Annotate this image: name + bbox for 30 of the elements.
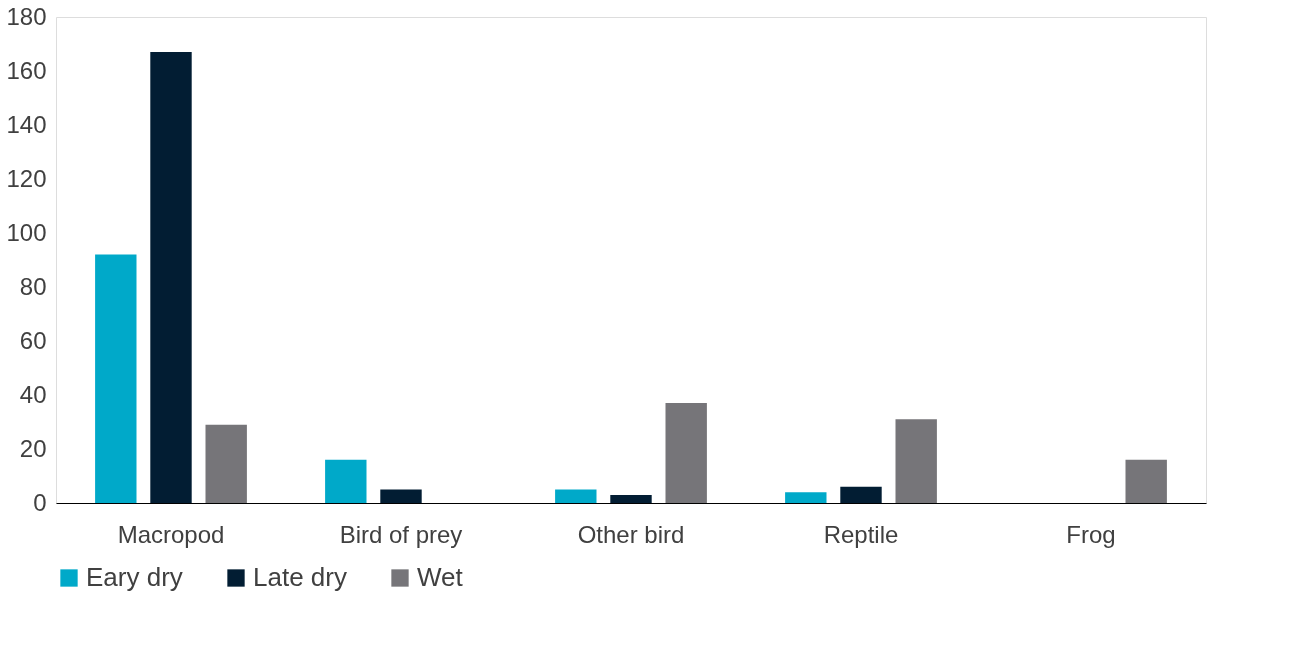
y-tick-label: 180: [6, 2, 47, 30]
legend-label: Wet: [417, 562, 464, 592]
y-tick-label: 40: [19, 380, 47, 408]
bar: [1125, 459, 1167, 503]
bar: [895, 419, 937, 503]
bar: [665, 403, 707, 503]
bar: [95, 254, 137, 503]
y-tick-label: 100: [6, 218, 47, 246]
bar: [555, 489, 597, 503]
y-tick-label: 20: [19, 434, 47, 462]
x-tick-label: Macropod: [117, 520, 225, 548]
legend-label: Late dry: [253, 562, 347, 592]
y-tick-label: 120: [6, 164, 47, 192]
x-tick-label: Other bird: [577, 520, 685, 548]
y-tick-label: 80: [19, 272, 47, 300]
bar: [325, 459, 367, 503]
bar: [610, 494, 652, 503]
legend-label: Eary dry: [86, 562, 183, 592]
bar: [150, 52, 192, 503]
y-tick-label: 160: [6, 56, 47, 84]
y-tick-label: 60: [19, 326, 47, 354]
x-tick-label: Bird of prey: [339, 520, 463, 548]
bar: [785, 492, 827, 503]
y-tick-label: 0: [33, 488, 47, 516]
x-tick-label: Frog: [1066, 520, 1116, 548]
x-tick-label: Reptile: [823, 520, 899, 548]
bar: [380, 489, 422, 503]
bar: [840, 486, 882, 503]
y-tick-label: 140: [6, 110, 47, 138]
bar: [205, 424, 247, 503]
